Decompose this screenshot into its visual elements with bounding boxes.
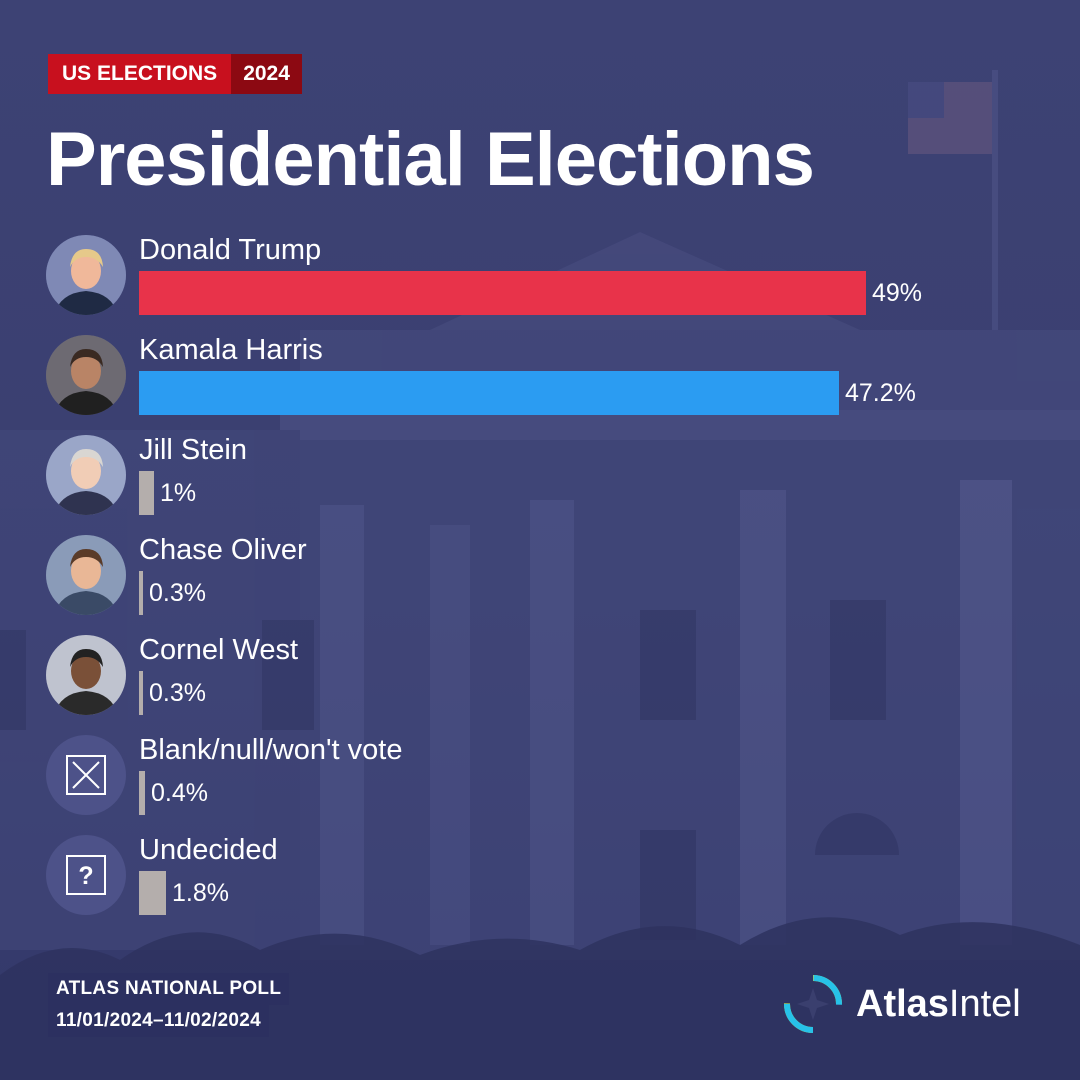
x-box-icon (66, 755, 106, 795)
bar-value-label: 47.2% (845, 379, 916, 407)
candidate-row: Donald Trump 49% (0, 233, 1080, 333)
candidate-name: Cornel West (139, 634, 299, 666)
candidate-row: Jill Stein 1% (0, 433, 1080, 533)
candidate-row: Kamala Harris 47.2% (0, 333, 1080, 433)
poll-name: ATLAS NATIONAL POLL (48, 973, 290, 1005)
atlasintel-logo-icon (784, 975, 842, 1033)
candidate-row: Chase Oliver 0.3% (0, 533, 1080, 633)
bar (139, 371, 839, 415)
candidate-avatar (46, 335, 126, 415)
bar-value-label: 0.3% (149, 579, 206, 607)
tag-label: US ELECTIONS (48, 54, 232, 94)
candidate-row: Cornel West 0.3% (0, 633, 1080, 733)
bar-value-label: 0.3% (149, 679, 206, 707)
bar-value-label: 1.8% (172, 879, 229, 907)
poll-dates: 11/01/2024–11/02/2024 (48, 1005, 269, 1037)
bar (139, 671, 143, 715)
tag-year: 2024 (231, 54, 302, 94)
candidate-name: Undecided (139, 834, 278, 866)
candidate-name: Donald Trump (139, 234, 322, 266)
candidate-name: Chase Oliver (139, 534, 307, 566)
candidate-name: Kamala Harris (139, 334, 323, 366)
page-title: Presidential Elections (46, 117, 815, 202)
candidate-row: ? Undecided 1.8% (0, 833, 1080, 933)
svg-text:?: ? (78, 862, 93, 890)
bar (139, 771, 145, 815)
candidate-avatar (46, 235, 126, 315)
candidate-avatar (46, 735, 126, 815)
brand-name-bold: Atlas (856, 983, 949, 1025)
portrait-photo (46, 535, 126, 615)
bar (139, 871, 166, 915)
portrait-photo (46, 435, 126, 515)
candidate-row: Blank/null/won't vote 0.4% (0, 733, 1080, 833)
question-box-icon: ? (66, 855, 106, 895)
candidate-name: Blank/null/won't vote (139, 734, 403, 766)
bar-value-label: 0.4% (151, 779, 208, 807)
candidate-name: Jill Stein (139, 434, 247, 466)
section-tag: US ELECTIONS 2024 (48, 54, 302, 94)
portrait-photo (46, 635, 126, 715)
brand-name: AtlasIntel (856, 980, 1021, 1028)
portrait-photo (46, 235, 126, 315)
candidate-avatar (46, 635, 126, 715)
bar-value-label: 49% (872, 279, 923, 307)
candidate-avatar (46, 535, 126, 615)
brand-name-light: Intel (948, 983, 1021, 1025)
bar (139, 571, 143, 615)
brand-logo: AtlasIntel (784, 974, 1044, 1034)
portrait-photo (46, 335, 126, 415)
candidate-avatar (46, 435, 126, 515)
bar (139, 271, 866, 315)
bar-value-label: 1% (160, 479, 197, 507)
candidate-avatar: ? (46, 835, 126, 915)
bar (139, 471, 154, 515)
